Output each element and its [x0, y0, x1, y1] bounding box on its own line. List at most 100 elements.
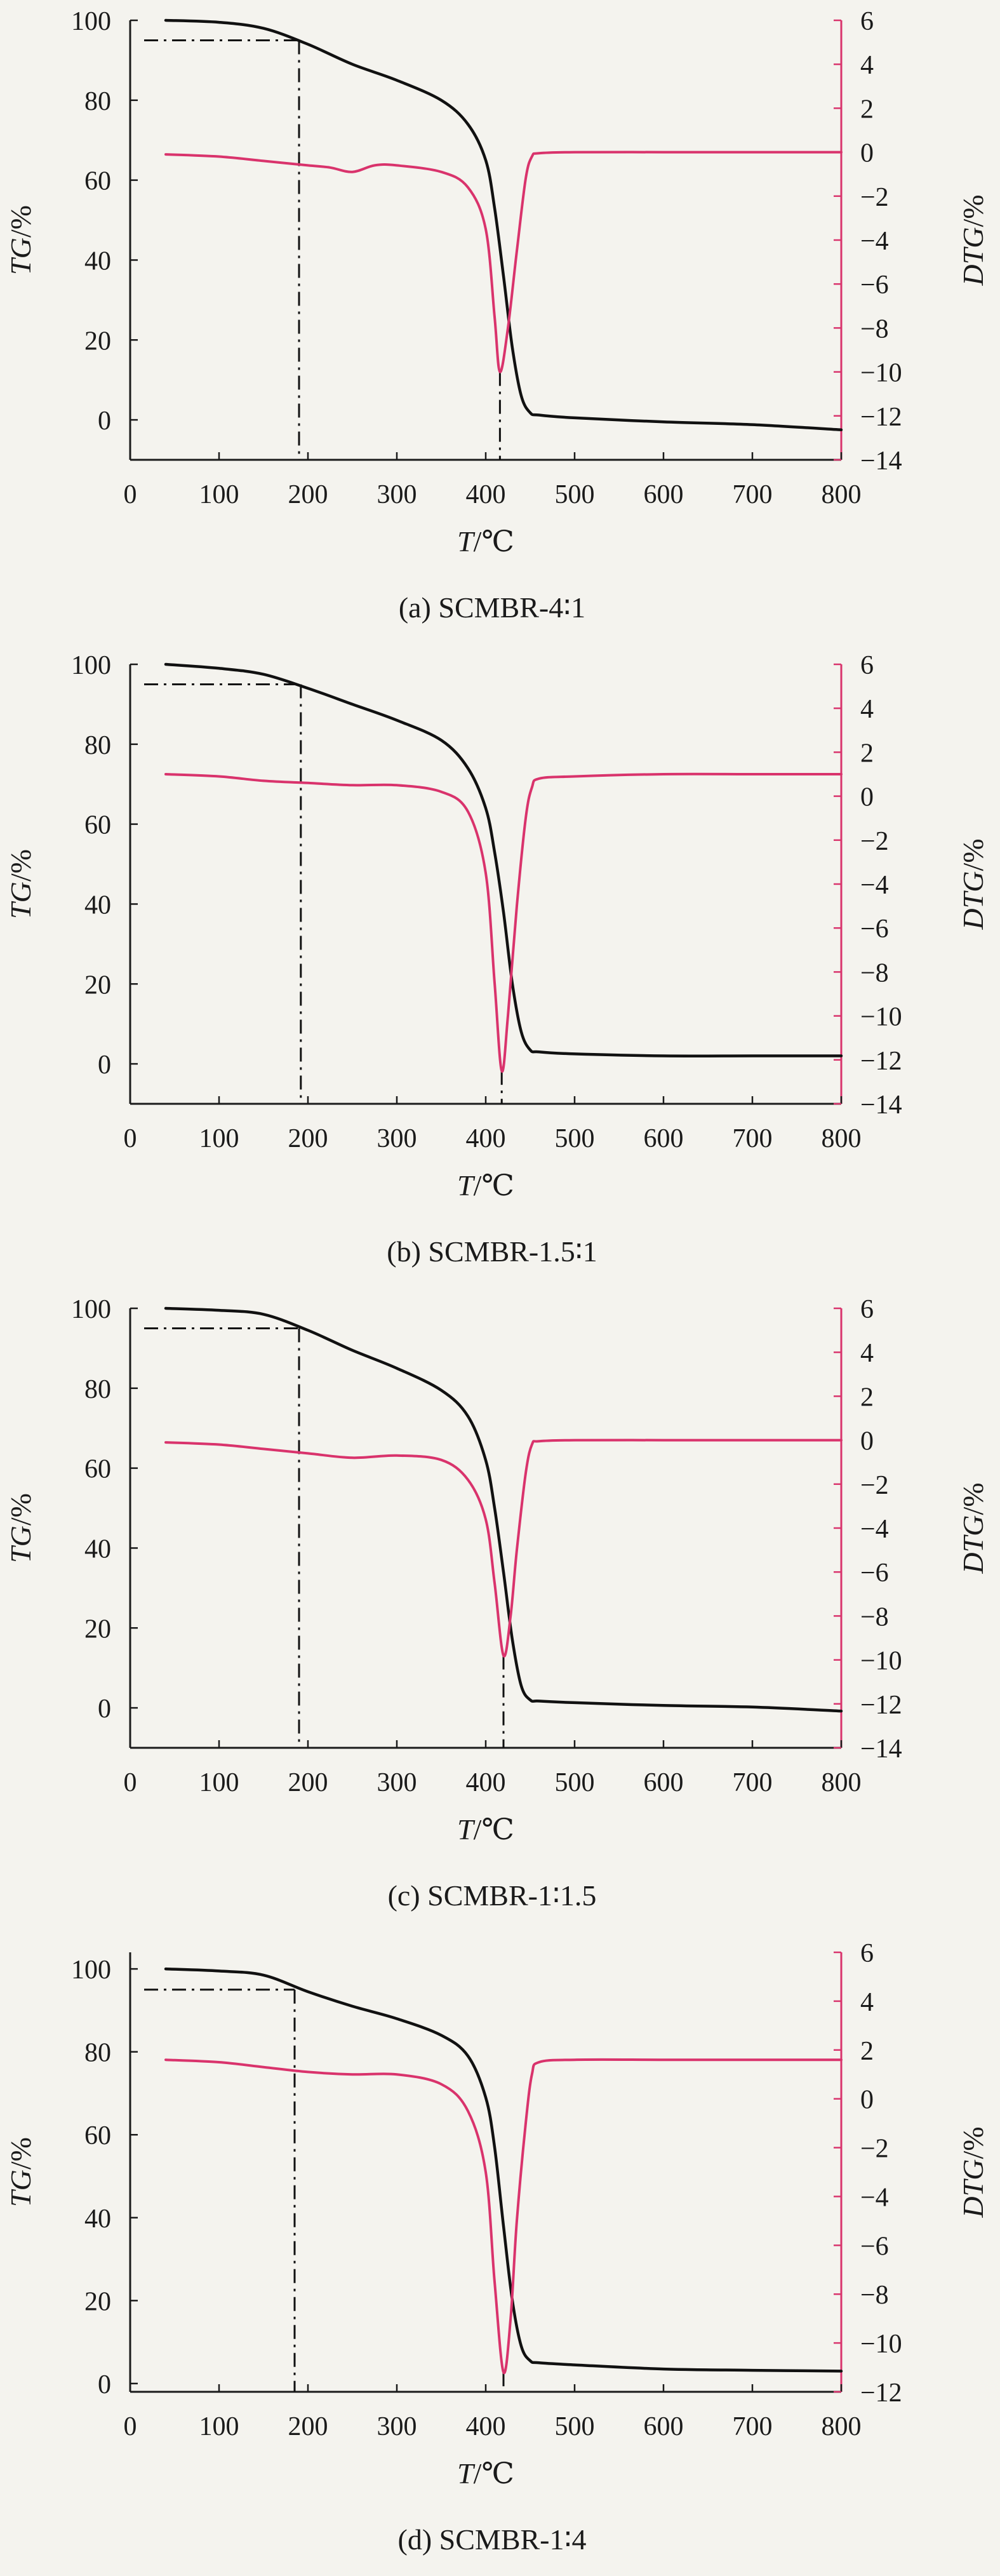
y2-tick-label: −14	[860, 446, 902, 476]
y-tick-label: 20	[84, 2287, 111, 2316]
x-tick-label: 500	[555, 1768, 595, 1797]
y2-tick-label: −8	[860, 2281, 889, 2310]
x-tick-label: 100	[199, 480, 239, 509]
y2-tick-label: −10	[860, 1647, 902, 1676]
y-tick-label: 0	[98, 1050, 111, 1080]
y2-tick-label: −10	[860, 1003, 902, 1032]
right-y-axis-title: DTG/%	[957, 2126, 989, 2218]
x-tick-label: 700	[733, 480, 773, 509]
x-tick-label: 800	[822, 1768, 862, 1797]
y2-tick-label: −12	[860, 403, 902, 432]
y-tick-label: 20	[84, 326, 111, 356]
x-axis-title: T/℃	[457, 2457, 514, 2490]
x-tick-label: 0	[124, 1124, 137, 1153]
y2-tick-label: −2	[860, 183, 889, 212]
y-tick-label: 20	[84, 970, 111, 1000]
tga-chart-3: 0 100 200 300 400 500 600 700 800020406080100−12…	[4, 1939, 989, 2556]
y2-tick-label: −4	[860, 1515, 889, 1544]
y-tick-label: 100	[71, 1955, 111, 1985]
dtg-curve	[164, 1439, 843, 1658]
x-tick-label: 200	[288, 480, 328, 509]
y-tick-label: 80	[84, 87, 111, 116]
x-tick-label: 300	[377, 1124, 417, 1153]
x-tick-label: 600	[644, 1124, 684, 1153]
y-tick-label: 80	[84, 1375, 111, 1404]
panel-caption: (a) SCMBR-4∶1	[399, 591, 585, 624]
y2-tick-label: 6	[860, 1295, 874, 1324]
y-tick-label: 100	[71, 1295, 111, 1324]
x-tick-label: 800	[822, 2412, 862, 2441]
right-y-axis-title: DTG/%	[957, 194, 989, 286]
y2-tick-label: 0	[860, 139, 874, 168]
y-tick-label: 40	[84, 2204, 111, 2234]
x-tick-label: 700	[733, 2412, 773, 2441]
y2-tick-label: 6	[860, 7, 874, 36]
y2-tick-label: −2	[860, 1471, 889, 1500]
y2-tick-label: −10	[860, 2330, 902, 2359]
y-tick-label: 60	[84, 167, 111, 196]
y2-tick-label: 6	[860, 651, 874, 680]
x-tick-label: 300	[377, 480, 417, 509]
x-tick-label: 100	[199, 1124, 239, 1153]
y-tick-label: 60	[84, 2121, 111, 2150]
y-tick-label: 80	[84, 731, 111, 760]
x-axis-title: T/℃	[457, 525, 514, 558]
y2-tick-label: 0	[860, 1427, 874, 1456]
y-tick-label: 40	[84, 1534, 111, 1564]
y2-tick-label: −14	[860, 1090, 902, 1120]
y2-tick-label: −2	[860, 827, 889, 856]
y2-tick-label: 2	[860, 1383, 874, 1412]
y-tick-label: 100	[71, 7, 111, 36]
left-y-axis-title: TG/%	[4, 1493, 37, 1563]
y-tick-label: 60	[84, 811, 111, 840]
tg-curve	[164, 18, 843, 432]
x-tick-label: 400	[466, 480, 506, 509]
y-tick-label: 80	[84, 2039, 111, 2068]
tga-chart-1: 0 100 200 300 400 500 600 700 800020406080100−14…	[4, 651, 989, 1268]
left-y-axis-title: TG/%	[4, 849, 37, 919]
x-tick-label: 600	[644, 480, 684, 509]
y2-tick-label: −4	[860, 227, 889, 256]
y-tick-label: 0	[98, 406, 111, 436]
x-tick-label: 200	[288, 1768, 328, 1797]
y2-tick-label: −6	[860, 915, 889, 944]
x-axis-title: T/℃	[457, 1169, 514, 1202]
right-y-axis-title: DTG/%	[957, 1482, 989, 1574]
tg-curve	[164, 662, 843, 1057]
tg-curve	[164, 1306, 843, 1713]
x-tick-label: 300	[377, 2412, 417, 2441]
panel-caption: (c) SCMBR-1∶1.5	[388, 1879, 597, 1912]
tg-curve	[164, 1967, 843, 2373]
dtg-curve	[164, 2058, 843, 2375]
y-tick-label: 20	[84, 1614, 111, 1644]
y2-tick-label: −6	[860, 1559, 889, 1588]
x-tick-label: 0	[124, 1768, 137, 1797]
left-y-axis-title: TG/%	[4, 205, 37, 275]
x-axis-title: T/℃	[457, 1813, 514, 1846]
x-tick-label: 200	[288, 2412, 328, 2441]
y2-tick-label: 0	[860, 783, 874, 812]
y2-tick-label: −4	[860, 871, 889, 900]
y2-tick-label: 2	[860, 95, 874, 124]
x-tick-label: 300	[377, 1768, 417, 1797]
x-tick-label: 0	[124, 480, 137, 509]
left-y-axis-title: TG/%	[4, 2137, 37, 2207]
y2-tick-label: 4	[860, 695, 874, 724]
x-tick-label: 700	[733, 1768, 773, 1797]
y2-tick-label: −8	[860, 1602, 889, 1632]
y-tick-label: 40	[84, 246, 111, 276]
y2-tick-label: 2	[860, 739, 874, 768]
y2-tick-label: −4	[860, 2183, 889, 2212]
y2-tick-label: −6	[860, 2232, 889, 2261]
y2-tick-label: 2	[860, 2037, 874, 2066]
y-tick-label: 0	[98, 2370, 111, 2399]
y2-tick-label: −2	[860, 2135, 889, 2164]
x-tick-label: 500	[555, 1124, 595, 1153]
x-tick-label: 800	[822, 480, 862, 509]
y2-tick-label: −8	[860, 958, 889, 988]
x-tick-label: 100	[199, 2412, 239, 2441]
y2-tick-label: −10	[860, 359, 902, 388]
y2-tick-label: 4	[860, 1988, 874, 2017]
y2-tick-label: 4	[860, 1339, 874, 1368]
x-tick-label: 200	[288, 1124, 328, 1153]
